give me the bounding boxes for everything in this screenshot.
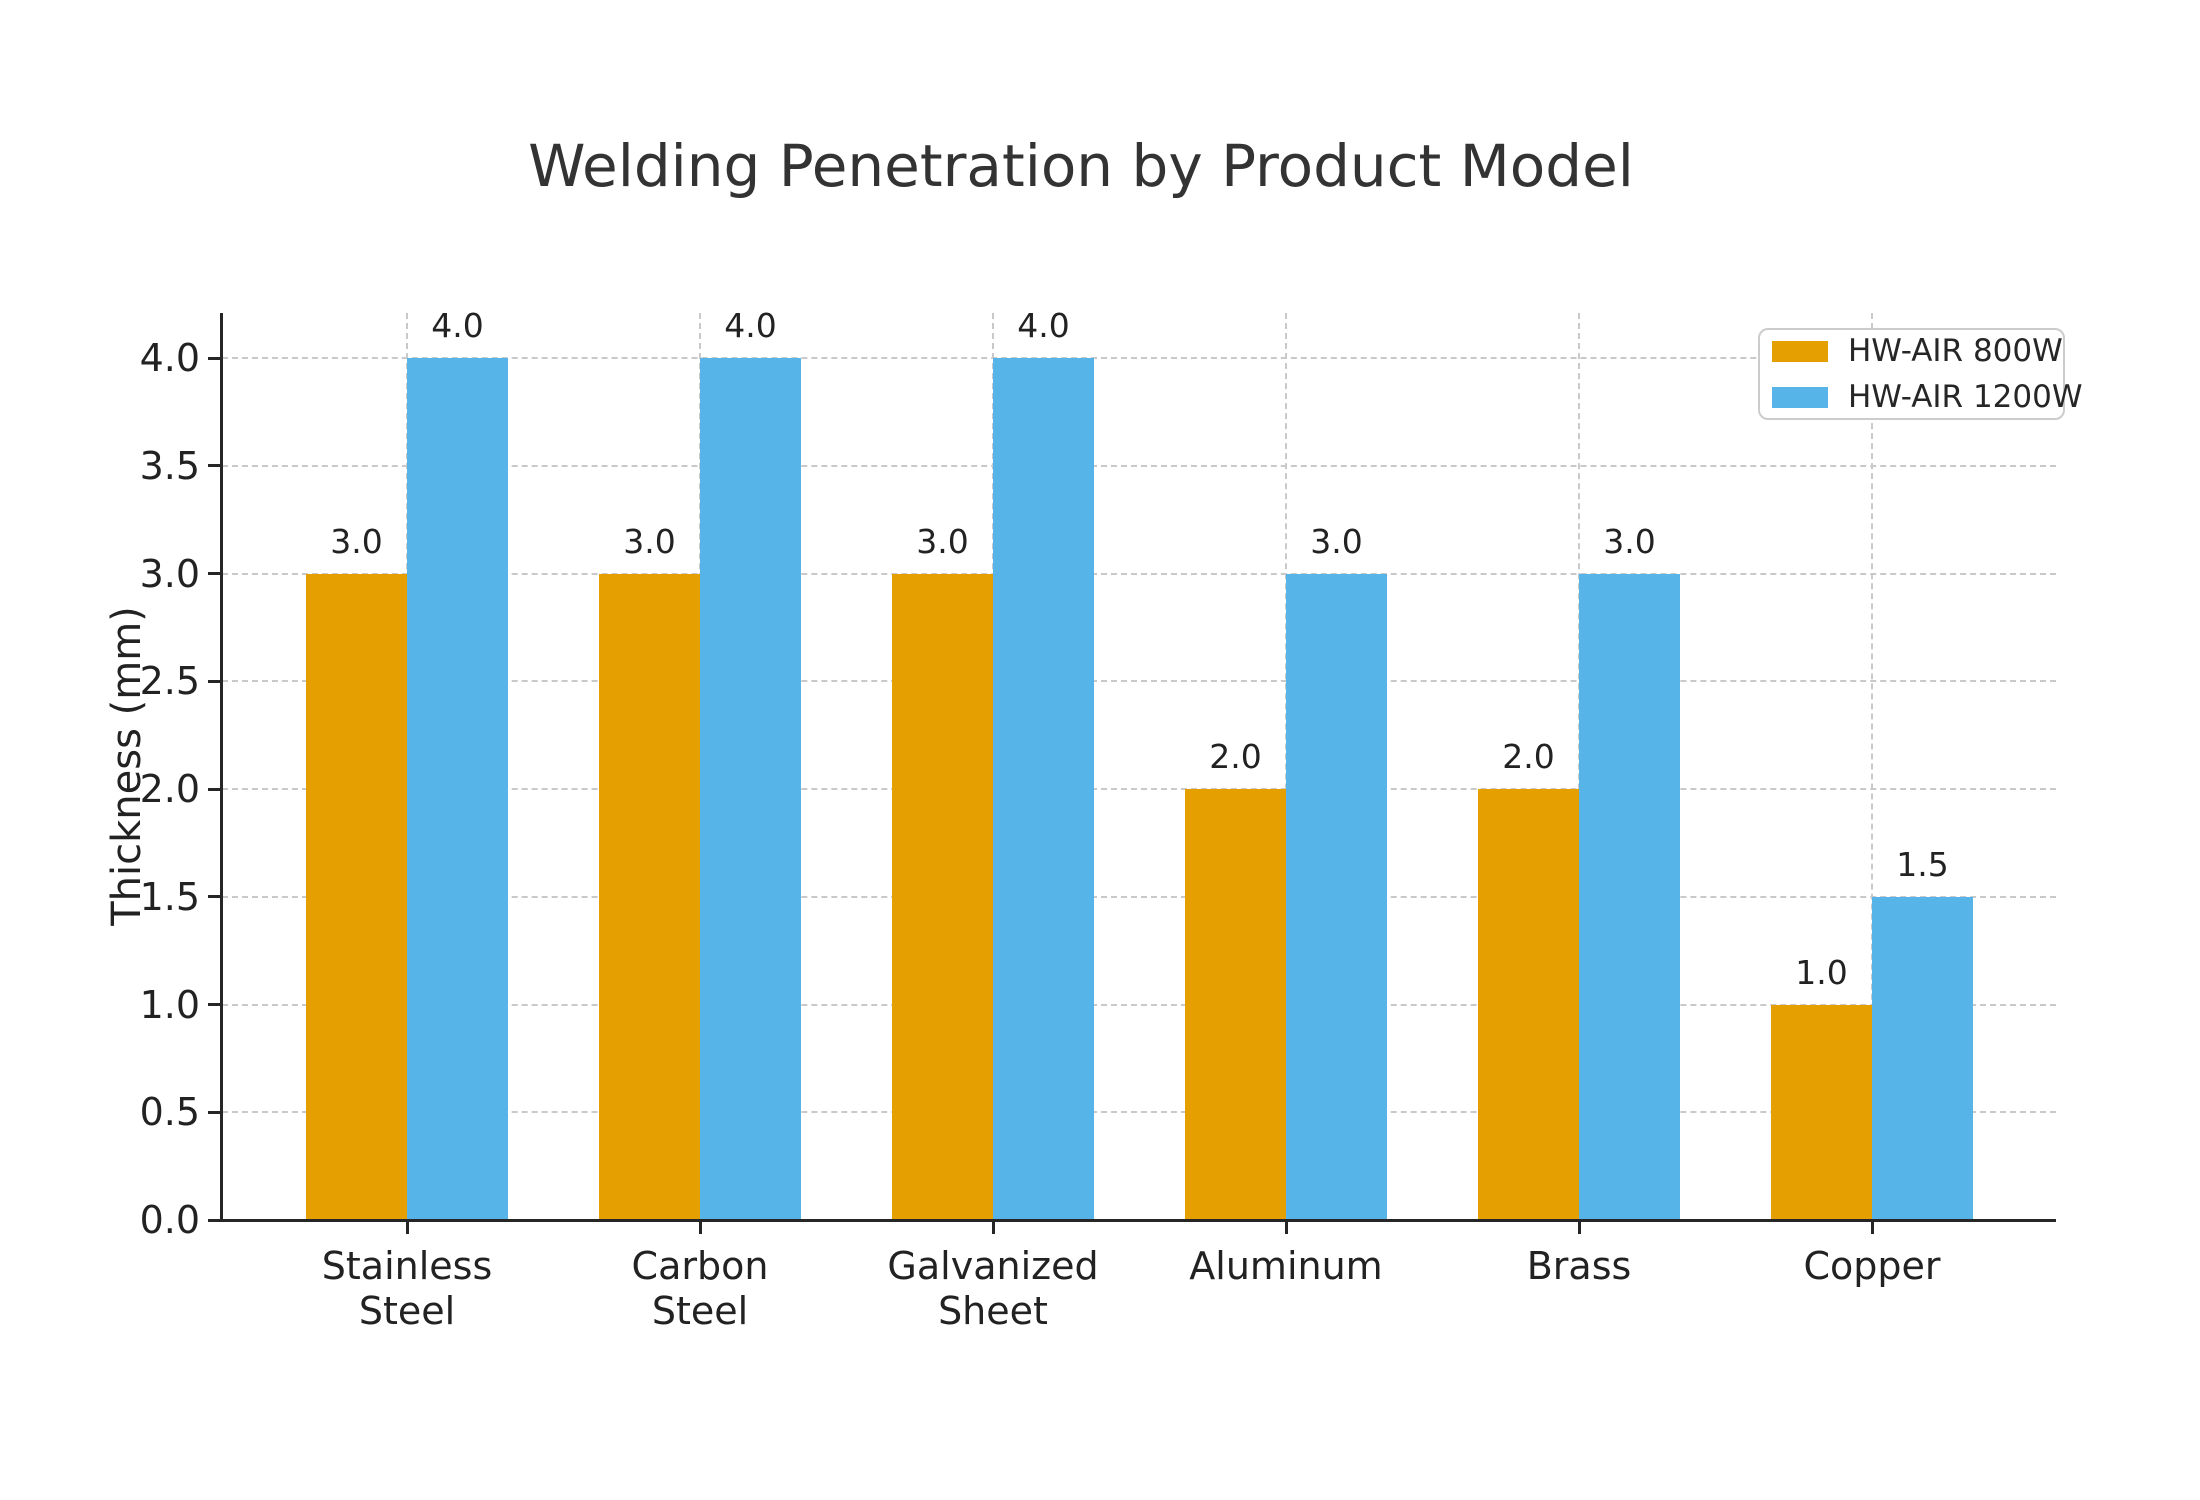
gridline-horizontal	[222, 680, 2056, 683]
bar-series1	[892, 573, 993, 1220]
y-tick	[208, 1110, 220, 1114]
x-tick	[991, 1222, 995, 1234]
legend-label-series1: HW-AIR 800W	[1848, 333, 2063, 369]
legend-label-series2: HW-AIR 1200W	[1848, 379, 2083, 415]
bar-value-label: 4.0	[724, 306, 777, 345]
x-tick	[698, 1222, 702, 1234]
y-tick	[208, 1218, 220, 1222]
chart-title: Welding Penetration by Product Model	[528, 132, 1634, 200]
y-tick	[208, 356, 220, 360]
bar-value-label: 3.0	[330, 521, 383, 561]
y-tick-label: 1.5	[139, 874, 200, 919]
y-tick-label: 0.0	[139, 1198, 200, 1242]
y-tick-label: 4.0	[139, 336, 200, 380]
bar-series2	[1579, 573, 1680, 1220]
bar-value-label: 2.0	[1502, 737, 1555, 776]
legend-item: HW-AIR 800W	[1772, 333, 2063, 369]
bar-series1	[599, 573, 700, 1220]
bar-value-label: 3.0	[1310, 521, 1363, 561]
y-tick-label: 2.0	[139, 767, 200, 811]
bar-series2	[993, 358, 1094, 1220]
gridline-horizontal	[222, 1003, 2056, 1006]
x-tick-label: Galvanized Sheet	[887, 1244, 1099, 1333]
gridline-vertical	[1871, 313, 1873, 1220]
y-tick	[208, 464, 220, 468]
y-tick	[208, 1003, 220, 1006]
gridline-horizontal	[222, 1111, 2056, 1114]
bar-series2	[1286, 573, 1387, 1220]
bar-value-label: 1.5	[1896, 844, 1949, 884]
x-tick-label: Carbon Steel	[631, 1244, 769, 1333]
bar-value-label: 3.0	[623, 521, 676, 561]
gridline-horizontal	[222, 357, 2056, 359]
x-axis-line	[220, 1219, 2056, 1222]
bar-series1	[306, 573, 407, 1220]
legend-swatch-series2	[1772, 386, 1828, 408]
y-tick	[208, 679, 220, 683]
bar-series1	[1771, 1004, 1872, 1220]
x-tick-label: Brass	[1526, 1244, 1632, 1288]
legend: HW-AIR 800W HW-AIR 1200W	[1758, 328, 2083, 420]
x-tick-label: Copper	[1803, 1244, 1941, 1288]
y-tick	[208, 572, 220, 575]
bar-series2	[407, 358, 508, 1220]
x-tick	[1577, 1222, 1581, 1234]
y-tick-label: 3.5	[139, 443, 200, 488]
gridline-horizontal	[222, 788, 2056, 790]
x-tick	[1284, 1222, 1288, 1234]
y-tick-label: 3.0	[139, 551, 200, 596]
gridline-horizontal	[222, 572, 2056, 575]
gridline-horizontal	[222, 464, 2056, 467]
bar-value-label: 3.0	[916, 521, 969, 561]
bar-series1	[1478, 789, 1579, 1220]
bar-value-label: 4.0	[1017, 306, 1070, 345]
legend-swatch-series1	[1772, 340, 1828, 362]
bar-series1	[1185, 789, 1286, 1220]
x-tick-label: Stainless Steel	[321, 1244, 493, 1333]
y-tick	[208, 895, 220, 899]
bar-series2	[1872, 896, 1973, 1220]
y-tick	[208, 787, 220, 791]
y-axis-line	[220, 313, 223, 1222]
bar-value-label: 1.0	[1795, 952, 1848, 992]
bar-value-label: 3.0	[1603, 521, 1656, 561]
y-tick-label: 1.0	[139, 982, 200, 1027]
legend-item: HW-AIR 1200W	[1772, 379, 2083, 415]
bar-value-label: 2.0	[1209, 737, 1262, 776]
x-tick	[405, 1222, 409, 1234]
gridline-horizontal	[222, 895, 2056, 898]
bar-value-label: 4.0	[431, 306, 484, 345]
y-tick-label: 2.5	[139, 659, 200, 704]
x-tick-label: Aluminum	[1189, 1244, 1383, 1288]
x-tick	[1870, 1222, 1874, 1234]
y-tick-label: 0.5	[139, 1090, 200, 1135]
bar-series2	[700, 358, 801, 1220]
